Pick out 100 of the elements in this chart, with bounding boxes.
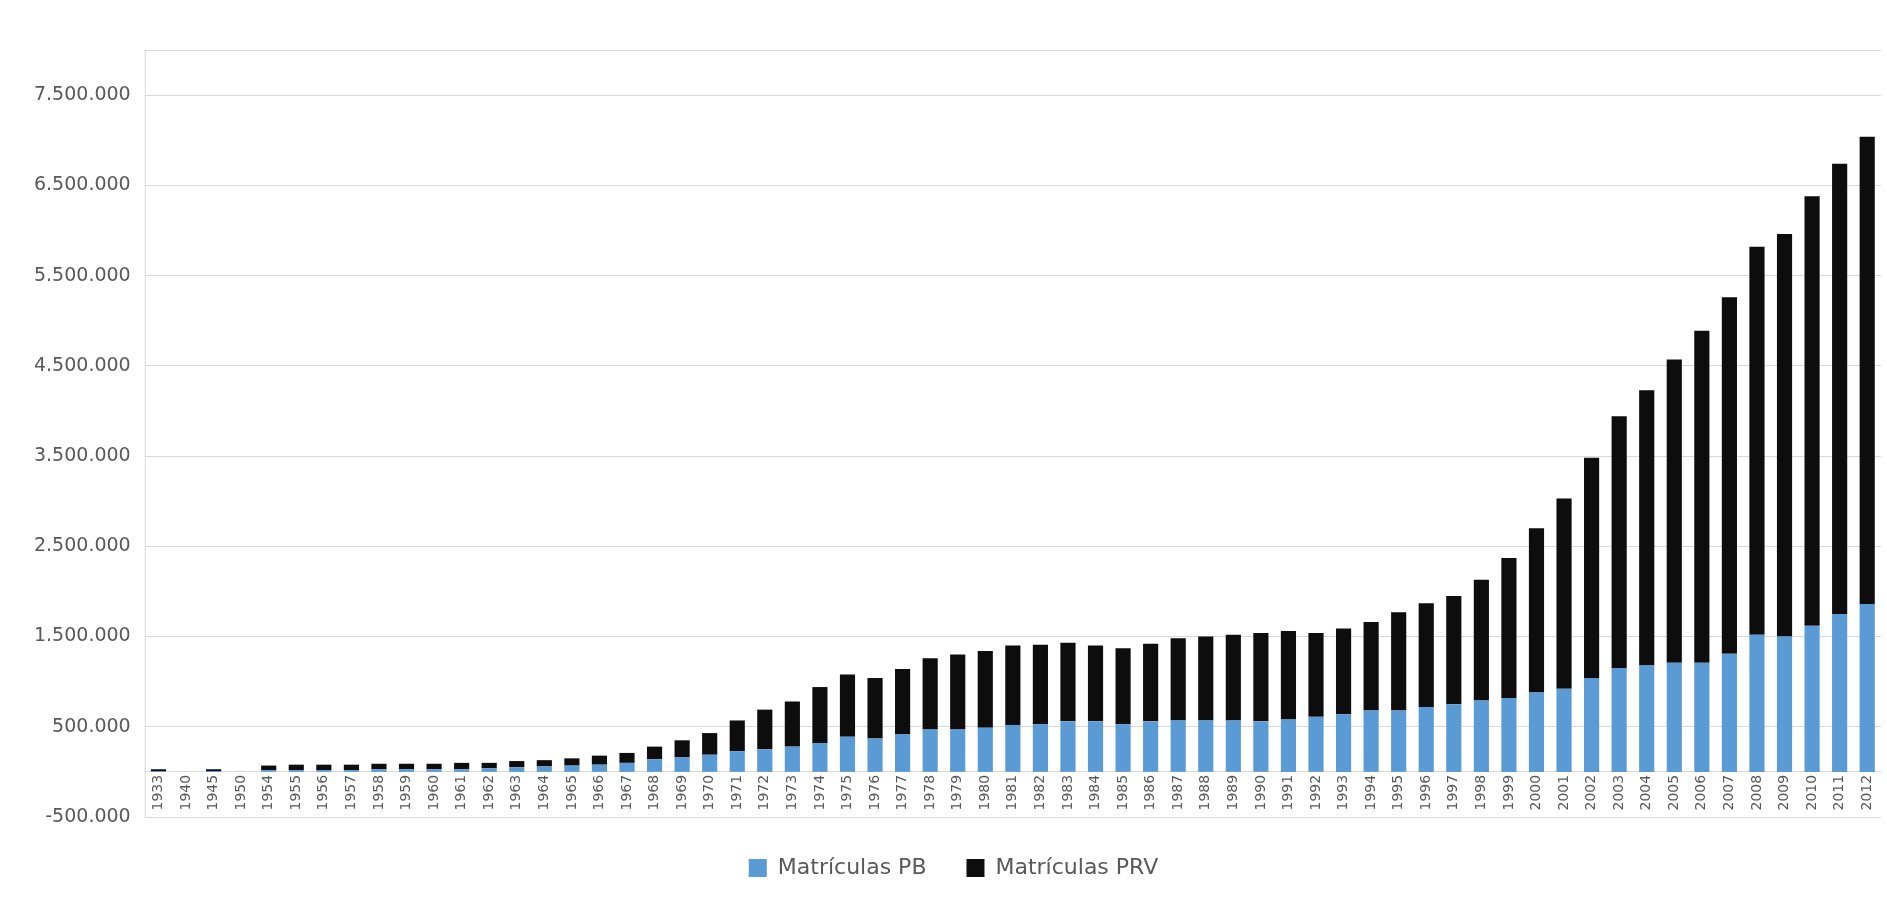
x-tick-label: 1997 [1444, 774, 1461, 811]
x-tick-label: 1966 [590, 774, 607, 811]
bar [1280, 631, 1297, 720]
x-tick-label: 2006 [1692, 774, 1709, 811]
bar [1060, 642, 1076, 722]
bar [1032, 644, 1048, 725]
x-tick-label: 1968 [645, 774, 662, 811]
bar [426, 763, 442, 770]
x-tick-label: 1983 [1058, 774, 1075, 811]
bar [1198, 636, 1214, 721]
bar [1859, 604, 1875, 772]
x-tick-label: 2011 [1830, 774, 1847, 811]
bar [591, 764, 608, 772]
bar [674, 740, 690, 758]
bar [977, 727, 993, 772]
bar [1776, 636, 1793, 772]
bar [674, 757, 690, 772]
bar [784, 701, 800, 747]
bar [1170, 638, 1186, 721]
bar [1584, 457, 1600, 679]
y-tick-label: 6.500.000 [33, 172, 131, 195]
y-tick-label: 3.500.000 [33, 443, 131, 465]
bar [812, 743, 828, 772]
bar [1087, 645, 1104, 722]
bar [950, 729, 966, 772]
bar [729, 720, 745, 752]
x-tick-label: 1975 [838, 774, 855, 811]
y-tick-label: -500.000 [45, 803, 131, 826]
x-tick-label: 1998 [1472, 774, 1488, 811]
bar [343, 764, 359, 771]
x-tick-label: 1987 [1168, 774, 1185, 811]
x-tick-label: 2002 [1582, 774, 1599, 811]
bar [977, 650, 993, 728]
bar [1473, 700, 1489, 772]
bar [922, 658, 938, 730]
bar [1832, 163, 1848, 614]
x-tick-label: 1967 [617, 774, 634, 811]
bar [1446, 704, 1462, 772]
bar [1335, 714, 1352, 772]
bar [316, 764, 332, 771]
bar [757, 709, 773, 750]
x-tick-label: 1981 [1003, 774, 1020, 811]
bar [1418, 603, 1434, 707]
bar [1776, 234, 1793, 637]
x-tick-label: 1961 [452, 774, 469, 811]
bar [1749, 634, 1765, 772]
y-tick-label: 7.500.000 [33, 82, 131, 105]
bar [812, 687, 828, 744]
bar [757, 749, 773, 772]
x-tick-label: 1991 [1279, 774, 1296, 811]
x-tick-label: 1973 [783, 774, 799, 811]
legend-label: Matrículas PB [777, 853, 927, 879]
bar [1032, 724, 1048, 772]
bar [1198, 720, 1214, 772]
bar [922, 729, 938, 772]
bar [1087, 721, 1104, 772]
x-tick-label: 1971 [727, 774, 744, 811]
bar [509, 761, 525, 768]
x-tick-label: 1990 [1251, 774, 1268, 811]
x-tick-label: 1957 [342, 774, 359, 811]
bar [1694, 662, 1710, 772]
bar [371, 769, 387, 772]
x-tick-label: 1976 [865, 774, 882, 811]
bar [1225, 634, 1241, 721]
x-tick-label: 1980 [975, 774, 992, 811]
bar [1060, 721, 1076, 772]
bar [1666, 359, 1682, 663]
bar [1528, 692, 1545, 772]
bar [702, 733, 718, 755]
x-tick-label: 1979 [948, 774, 965, 811]
bar [895, 733, 911, 772]
bar [839, 736, 856, 772]
x-tick-label: 1965 [562, 774, 579, 811]
bar [1363, 622, 1379, 711]
bar [536, 766, 552, 772]
bar [1335, 628, 1352, 715]
x-tick-label: 1962 [479, 774, 496, 811]
bar [1749, 246, 1765, 635]
y-tick-label: 5.500.000 [33, 262, 131, 285]
bar [1859, 136, 1875, 605]
bar [1253, 721, 1269, 772]
bar [1666, 662, 1682, 772]
x-tick-label: 1956 [314, 774, 331, 811]
bar [1115, 648, 1131, 725]
x-tick-label: 1950 [231, 774, 248, 811]
bar [454, 762, 470, 770]
x-tick-label: 1933 [149, 774, 166, 811]
x-tick-label: 1985 [1113, 774, 1130, 811]
y-tick-label: 2.500.000 [33, 533, 131, 556]
x-tick-label: 1999 [1499, 774, 1516, 811]
x-tick-label: 2000 [1527, 774, 1544, 811]
bar [1528, 528, 1545, 693]
bar [784, 746, 800, 772]
bar [895, 669, 911, 734]
x-tick-label: 1959 [397, 774, 414, 811]
x-tick-label: 1955 [286, 774, 303, 811]
x-tick-label: 1989 [1223, 774, 1240, 811]
bar [1556, 498, 1572, 689]
x-tick-label: 1982 [1031, 774, 1048, 811]
bar [950, 654, 966, 730]
